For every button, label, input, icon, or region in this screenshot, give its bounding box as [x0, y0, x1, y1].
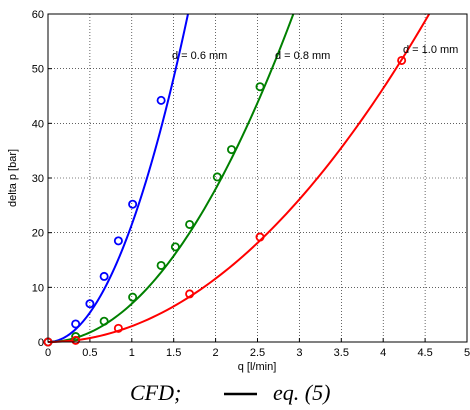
y-tick-label: 60	[32, 9, 44, 21]
data-point	[128, 292, 138, 302]
data-point	[71, 332, 81, 342]
y-tick-label: 10	[32, 282, 44, 294]
data-point	[185, 219, 195, 229]
annotation-d08: d = 0.8 mm	[275, 50, 330, 62]
cfd-markers	[43, 55, 407, 347]
series-line-1	[47, 13, 295, 343]
series-line-2	[47, 13, 431, 343]
y-tick-label: 40	[32, 118, 44, 130]
data-point	[71, 319, 81, 329]
data-point	[128, 199, 138, 209]
data-point	[156, 95, 166, 105]
legend-cfd-label: CFD;	[130, 380, 181, 405]
x-tick-label: 3.5	[334, 347, 349, 359]
y-axis-label: delta p [bar]	[7, 149, 19, 207]
data-point	[227, 145, 237, 155]
data-point	[255, 232, 265, 242]
legend-eq-label: eq. (5)	[273, 380, 330, 405]
data-point	[99, 271, 109, 281]
data-point	[113, 323, 123, 333]
x-tick-label: 2	[213, 347, 219, 359]
y-tick-label: 50	[32, 64, 44, 76]
data-point	[156, 260, 166, 270]
legend: CFD; eq. (5)	[130, 380, 330, 405]
data-point	[85, 299, 95, 309]
data-point	[71, 335, 81, 345]
x-tick-label: 2.5	[250, 347, 265, 359]
x-tick-label: 3	[296, 347, 302, 359]
data-point	[99, 316, 109, 326]
plot-frame	[47, 13, 468, 343]
grid	[48, 14, 467, 342]
x-tick-label: 0.5	[82, 347, 97, 359]
x-tick-label: 5	[464, 347, 470, 359]
fit-curves	[47, 13, 431, 343]
x-tick-label: 1	[129, 347, 135, 359]
data-point	[185, 289, 195, 299]
annotation-d10: d = 1.0 mm	[403, 44, 458, 56]
y-tick-label: 20	[32, 228, 44, 240]
data-point	[212, 172, 222, 182]
x-tick-label: 0	[45, 347, 51, 359]
series-line-0	[47, 13, 189, 343]
x-axis-label: q [l/min]	[238, 361, 277, 373]
x-tick-label: 1.5	[166, 347, 181, 359]
y-tick-label: 0	[38, 337, 44, 349]
data-point	[255, 82, 265, 92]
y-tick-label: 30	[32, 173, 44, 185]
data-point	[113, 236, 123, 246]
x-tick-label: 4.5	[417, 347, 432, 359]
annotation-d06: d = 0.6 mm	[172, 50, 227, 62]
data-point	[397, 55, 407, 65]
data-point	[170, 242, 180, 252]
x-tick-label: 4	[380, 347, 386, 359]
